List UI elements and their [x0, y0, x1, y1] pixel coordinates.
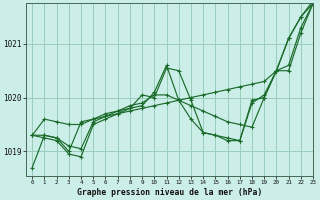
X-axis label: Graphe pression niveau de la mer (hPa): Graphe pression niveau de la mer (hPa) — [77, 188, 262, 197]
